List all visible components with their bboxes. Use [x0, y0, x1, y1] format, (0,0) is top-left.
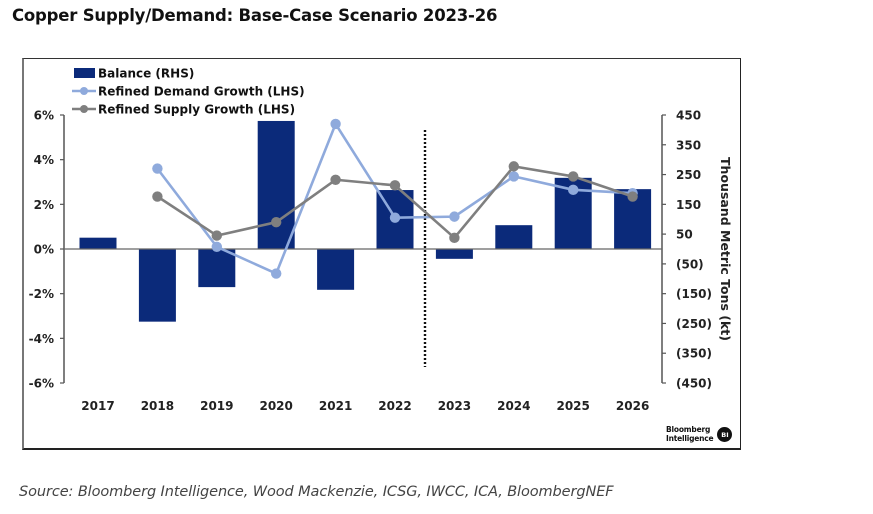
balance-bars [79, 120, 652, 322]
balance-bar-2018 [138, 249, 176, 322]
x-axis-labels: 2017 2018 2019 2020 2021 2022 2023 2024 2025 2026 [81, 399, 649, 413]
legend-label: Refined Demand Growth (LHS) [98, 85, 305, 99]
balance-bar-2021 [317, 249, 355, 290]
demand-point-2018 [152, 163, 163, 174]
legend-label: Refined Supply Growth (LHS) [98, 103, 295, 117]
left-axis: 6% 4% 2% 0% -2% -4% -6% [29, 109, 65, 391]
demand-point-2024 [508, 171, 519, 182]
x-tick-label: 2019 [200, 399, 233, 413]
demand-point-2022 [389, 212, 401, 223]
balance-bar-2024 [495, 225, 533, 249]
supply-point-2023 [449, 232, 460, 244]
left-tick-label: 4% [34, 153, 54, 167]
legend: Balance (RHS) Refined Demand Growth (LHS)… [72, 67, 305, 117]
x-tick-label: 2024 [497, 399, 530, 413]
source-note: Source: Bloomberg Intelligence, Wood Mac… [19, 484, 614, 500]
x-tick-label: 2023 [438, 399, 471, 413]
x-tick-label: 2026 [616, 399, 649, 413]
supply-point-2020 [271, 217, 282, 228]
right-axis: 450 350 250 150 50 (50) (150) (250) (350) (450) [661, 109, 712, 391]
legend-swatch-supply-marker [80, 105, 88, 113]
demand-point-2020 [271, 268, 282, 279]
right-tick-label: 150 [676, 198, 701, 212]
supply-point-2022 [389, 180, 401, 191]
right-tick-label: 250 [676, 168, 701, 182]
supply-point-2019 [211, 230, 222, 241]
brand-line-2: Intelligence [666, 433, 714, 443]
balance-bar-2017 [79, 237, 117, 249]
right-axis-title: Thousand Metric Tons (kt) [718, 157, 733, 341]
supply-point-2024 [508, 161, 519, 172]
balance-bar-2023 [435, 249, 473, 259]
x-tick-label: 2017 [81, 399, 114, 413]
x-tick-label: 2020 [259, 399, 292, 413]
demand-point-2019 [211, 241, 222, 252]
left-tick-label: -6% [29, 377, 54, 391]
growth-lines [152, 118, 638, 279]
left-tick-label: 0% [34, 243, 54, 257]
bloomberg-intelligence-logo: Bloomberg Intelligence BI [666, 425, 733, 443]
supply-point-2021 [330, 174, 341, 185]
chart-frame [22, 58, 741, 450]
demand-point-2023 [449, 211, 460, 222]
right-tick-label: (50) [676, 257, 704, 271]
bi-badge-icon: BI [717, 427, 733, 442]
x-tick-label: 2018 [141, 399, 174, 413]
left-tick-label: -2% [29, 287, 54, 301]
left-tick-label: 6% [34, 109, 54, 123]
supply-point-2018 [152, 191, 163, 202]
balance-bar-2020 [257, 120, 295, 249]
legend-swatch-balance [74, 68, 95, 78]
x-tick-label: 2025 [556, 399, 589, 413]
right-tick-label: 50 [676, 228, 693, 242]
right-tick-label: (150) [676, 287, 712, 301]
legend-label: Balance (RHS) [98, 67, 194, 81]
balance-bar-2019 [198, 249, 236, 288]
left-tick-label: -4% [29, 332, 54, 346]
brand-text: Bloomberg Intelligence [666, 425, 714, 443]
x-tick-label: 2021 [319, 399, 352, 413]
right-tick-label: 450 [676, 109, 701, 123]
right-tick-label: (450) [676, 377, 712, 391]
chart-title: Copper Supply/Demand: Base-Case Scenario… [12, 6, 498, 25]
demand-point-2025 [568, 184, 579, 196]
legend-swatch-demand-marker [80, 87, 88, 95]
right-tick-label: (350) [676, 347, 712, 361]
x-tick-label: 2022 [378, 399, 411, 413]
right-tick-label: (250) [676, 317, 712, 331]
supply-point-2026 [627, 191, 638, 202]
demand-point-2021 [330, 118, 341, 130]
left-tick-label: 2% [34, 198, 54, 212]
supply-point-2025 [568, 171, 579, 182]
brand-line-1: Bloomberg [666, 425, 711, 434]
right-tick-label: 350 [676, 138, 701, 152]
